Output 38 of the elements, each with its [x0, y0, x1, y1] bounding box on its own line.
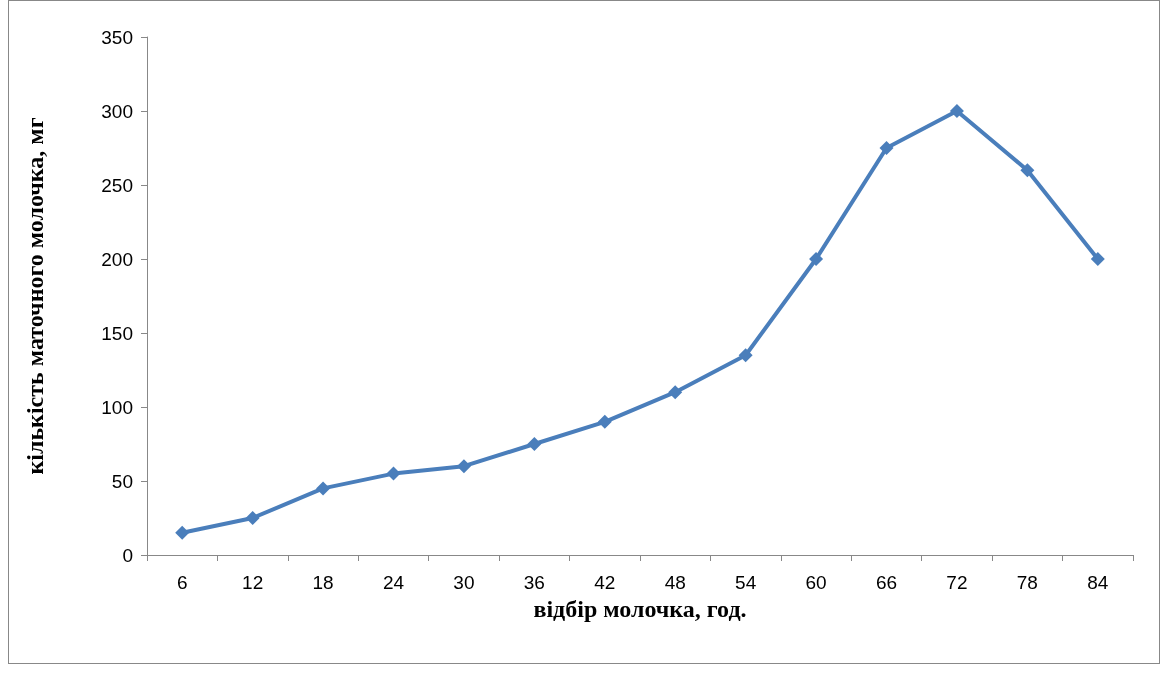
y-tick-label: 350	[101, 26, 133, 48]
x-tick-label: 12	[242, 572, 264, 593]
x-tick-label: 60	[805, 572, 827, 593]
y-tick-label: 0	[122, 544, 133, 566]
point	[1020, 163, 1035, 178]
x-tick-label: 18	[312, 572, 334, 593]
y-tick-label: 150	[101, 322, 133, 344]
x-tick-label: 24	[382, 572, 405, 593]
point	[738, 348, 753, 363]
point	[879, 141, 894, 155]
point	[386, 466, 401, 481]
x-tick-label: 78	[1016, 572, 1038, 593]
y-tick-label: 50	[111, 470, 133, 492]
x-tick-label: 54	[735, 572, 757, 593]
point	[597, 414, 612, 429]
y-axis-title: кількість маточного молочка, мг	[22, 117, 48, 475]
x-tick-label: 84	[1087, 572, 1109, 593]
x-tick-label: 48	[664, 572, 686, 593]
x-tick-label: 6	[176, 572, 188, 593]
x-tick-label: 66	[875, 572, 898, 593]
point	[245, 511, 260, 525]
x-tick-label: 42	[594, 572, 616, 593]
x-tick-label: 30	[453, 572, 475, 593]
y-tick-label: 250	[101, 174, 133, 196]
y-tick-label: 300	[101, 100, 133, 122]
point	[949, 104, 964, 118]
y-tick-label: 200	[101, 248, 133, 270]
x-tick-label: 72	[946, 572, 968, 593]
x-axis-title: відбір молочка, год.	[533, 596, 747, 622]
point	[175, 525, 190, 540]
x-tick-label: 36	[523, 572, 545, 593]
point	[527, 437, 542, 451]
point	[809, 252, 824, 266]
y-tick-label: 100	[101, 396, 133, 418]
point	[1090, 252, 1105, 266]
point	[456, 459, 471, 474]
point	[668, 385, 683, 400]
point	[316, 481, 331, 496]
